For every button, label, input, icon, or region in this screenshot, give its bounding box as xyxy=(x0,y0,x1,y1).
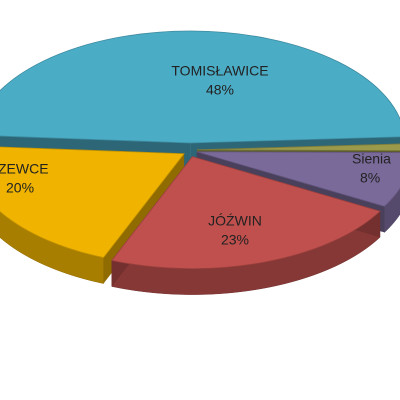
slice-value-label: 48% xyxy=(206,82,234,98)
slice xyxy=(0,30,400,144)
slice-label: ZEWCE xyxy=(0,161,49,177)
slice-label: Sienia xyxy=(352,151,391,167)
slice xyxy=(111,156,381,270)
slice-value-label: 20% xyxy=(6,180,34,196)
slice xyxy=(0,146,185,258)
slice-value-label: 23% xyxy=(221,232,249,248)
slice xyxy=(196,143,400,151)
slice-label: JÓŹWIN xyxy=(208,213,262,229)
slice-value-label: 8% xyxy=(360,170,380,186)
slice xyxy=(196,151,400,207)
slice-label: TOMISŁAWICE xyxy=(171,63,268,79)
